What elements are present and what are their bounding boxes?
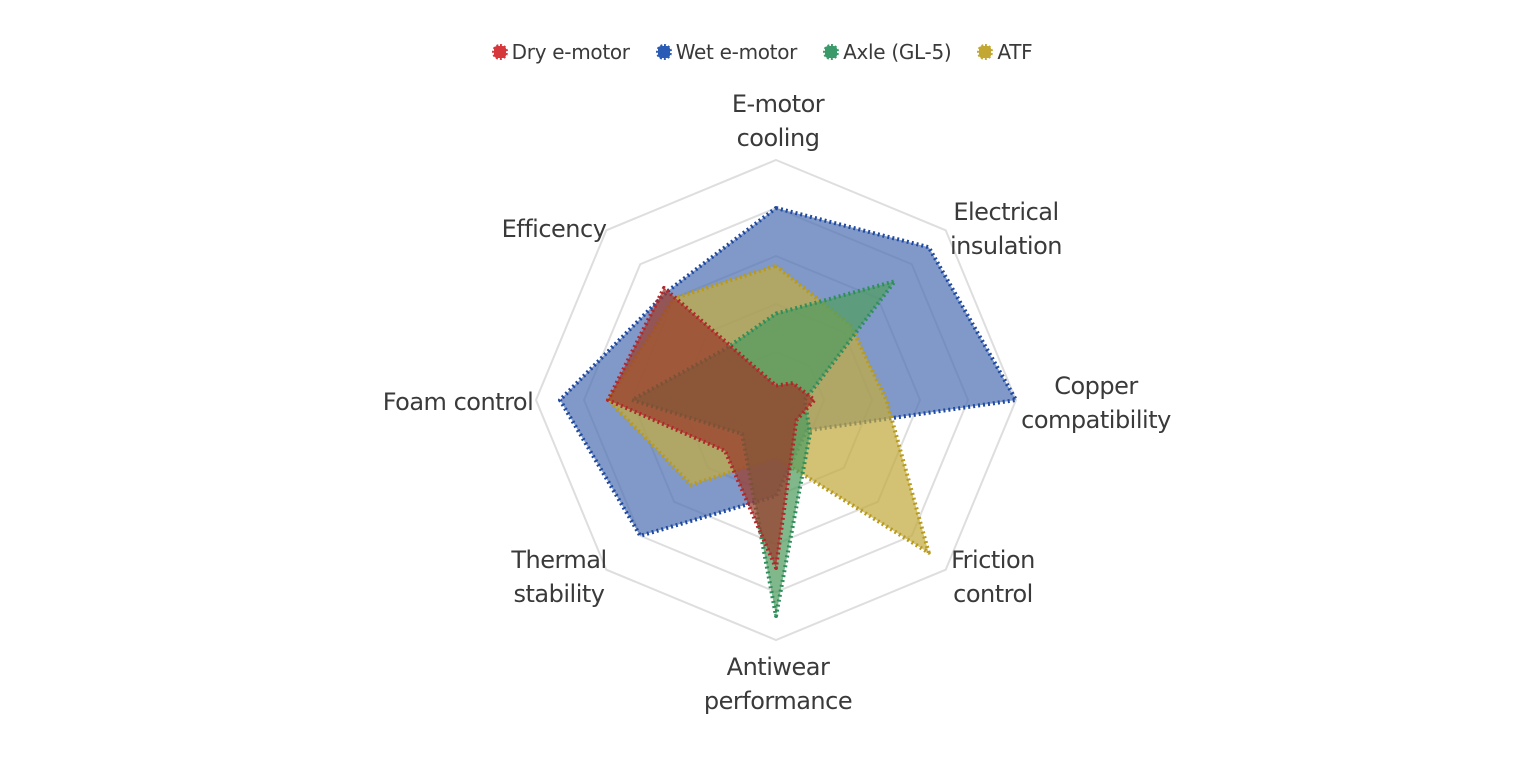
- legend-item-dry-e-motor: Dry e-motor: [491, 40, 630, 64]
- chart-legend: Dry e-motor Wet e-motor Axle (GL-5) ATF: [0, 40, 1524, 64]
- legend-swatch-wet-e-motor: [655, 44, 672, 60]
- axis-label-0: E-motor cooling: [732, 90, 825, 152]
- grid-ring-5: [534, 158, 1018, 642]
- axis-label-line: compatibility: [1021, 406, 1171, 434]
- series-area-dry-e-motor: [606, 285, 817, 570]
- axis-label-line: stability: [514, 580, 605, 608]
- axis-label-line: Electrical: [953, 198, 1058, 226]
- legend-swatch-dry-e-motor: [491, 44, 508, 60]
- axis-label-line: Thermal: [510, 546, 606, 574]
- axis-label-line: E-motor: [732, 90, 825, 118]
- legend-swatch-atf: [977, 44, 994, 60]
- axis-label-line: Efficency: [502, 215, 607, 243]
- axis-labels: E-motor cooling Electrical insulation Copper…: [383, 90, 1172, 715]
- axis-label-3: Friction control: [951, 546, 1035, 608]
- legend-item-axle-gl5: Axle (GL-5): [823, 40, 952, 64]
- axis-label-line: performance: [704, 687, 852, 715]
- axis-label-line: Friction: [951, 546, 1035, 574]
- legend-item-wet-e-motor: Wet e-motor: [655, 40, 798, 64]
- axis-label-1: Electrical insulation: [950, 198, 1062, 260]
- axis-label-line: control: [953, 580, 1033, 608]
- legend-label-axle-gl5: Axle (GL-5): [843, 40, 952, 64]
- axis-label-line: Antiwear: [727, 653, 830, 681]
- axis-label-line: insulation: [950, 232, 1062, 260]
- radar-series: [558, 206, 1018, 618]
- legend-swatch-axle-gl5: [823, 44, 840, 60]
- axis-label-line: cooling: [737, 124, 820, 152]
- legend-label-wet-e-motor: Wet e-motor: [675, 40, 798, 64]
- axis-label-line: Foam control: [383, 388, 534, 416]
- axis-label-4: Antiwear performance: [704, 653, 852, 715]
- axis-label-5: Thermal stability: [510, 546, 606, 608]
- axis-label-2: Copper compatibility: [1021, 372, 1171, 434]
- axis-label-6: Foam control: [383, 388, 534, 416]
- axis-label-7: Efficency: [502, 215, 607, 243]
- legend-item-atf: ATF: [977, 40, 1033, 64]
- legend-label-atf: ATF: [997, 40, 1033, 64]
- axis-label-line: Copper: [1054, 372, 1138, 400]
- legend-label-dry-e-motor: Dry e-motor: [511, 40, 630, 64]
